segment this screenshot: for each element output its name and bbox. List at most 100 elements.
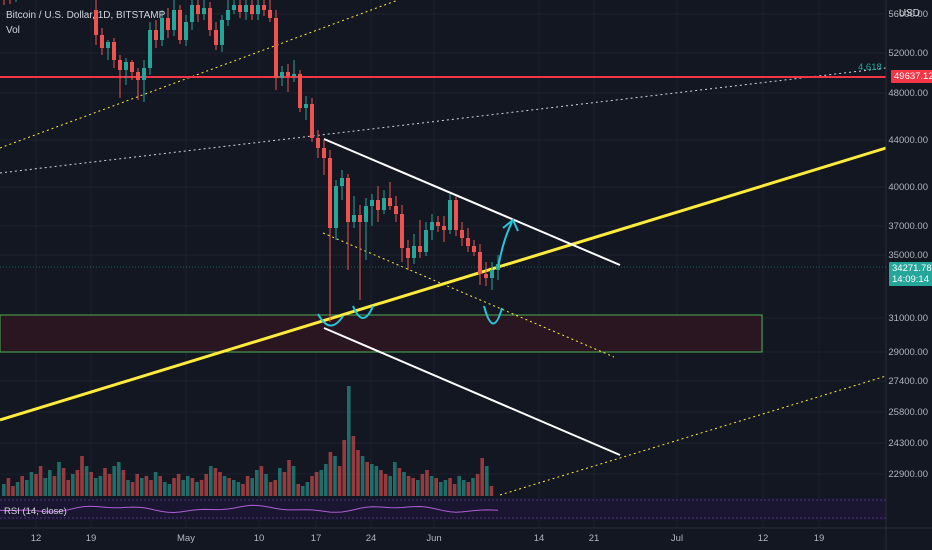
- annotation-arrow[interactable]: [497, 221, 513, 269]
- dotted-trendline-upper[interactable]: [0, 0, 399, 149]
- volume-bar: [406, 476, 411, 496]
- volume-bar: [186, 476, 190, 496]
- time-tick-label: Jul: [671, 533, 683, 544]
- volume-bar: [172, 478, 176, 496]
- volume-bar: [38, 466, 43, 496]
- volume-bar: [278, 468, 282, 496]
- volume-bar: [222, 476, 227, 496]
- price-tick-label: 52000.00: [888, 48, 928, 59]
- volume-bar: [204, 474, 208, 496]
- volume-bar: [397, 468, 402, 496]
- volume-bar: [337, 466, 342, 496]
- volume-bar: [190, 478, 195, 496]
- annotation-cup-2[interactable]: [352, 305, 374, 319]
- volume-bar: [425, 470, 429, 496]
- volume-bar: [163, 482, 167, 496]
- candle-body: [148, 30, 152, 68]
- candle-body: [400, 214, 404, 248]
- volume-bar: [411, 478, 415, 496]
- currency-label[interactable]: USD: [898, 8, 920, 19]
- volume-bar: [176, 474, 181, 496]
- annotation-cup-3[interactable]: [483, 305, 503, 325]
- candle-body: [190, 5, 194, 22]
- volume-bar: [245, 476, 250, 496]
- price-tick-label: 37000.00: [888, 221, 928, 232]
- volume-bar: [71, 474, 75, 496]
- volume-bar: [209, 466, 213, 496]
- rsi-label: RSI (14, close): [4, 506, 67, 517]
- volume-bar: [439, 482, 443, 496]
- candle-body: [286, 72, 290, 76]
- volume-bar: [489, 486, 494, 496]
- candle-body: [268, 10, 272, 18]
- volume-bar: [6, 478, 11, 496]
- time-axis[interactable]: 12 19 May 10 17 24 Jun 14 21 Jul 12 19: [31, 533, 825, 544]
- annotations[interactable]: [317, 218, 519, 327]
- volume-bar: [420, 474, 425, 496]
- candle-body: [406, 248, 410, 258]
- price-tick-label: 40000.00: [888, 182, 928, 193]
- volume-bar: [402, 472, 406, 496]
- volume-bar: [305, 482, 310, 496]
- volume-bar: [268, 482, 273, 496]
- candle-body: [214, 30, 218, 45]
- candle-body: [196, 5, 200, 14]
- volume-bar: [66, 480, 70, 496]
- channel-lower-line[interactable]: [323, 327, 621, 456]
- volume-bar: [158, 476, 162, 496]
- hline-price-tag: 49637.12: [891, 70, 932, 83]
- symbol-title: Bitcoin / U.S. Dollar, 1D, BITSTAMP: [6, 10, 166, 21]
- volume-bar: [80, 456, 84, 496]
- yellow-trendline[interactable]: [0, 146, 887, 422]
- volume-bar: [255, 470, 259, 496]
- volume-bar: [471, 478, 475, 496]
- time-tick-label: 17: [311, 533, 322, 544]
- candle-body: [424, 230, 428, 252]
- price-axis[interactable]: 56000.00 52000.00 48000.00 44000.00 40000.00…: [888, 9, 928, 480]
- drawings[interactable]: [0, 0, 887, 496]
- volume-bar: [84, 466, 89, 496]
- volume-label: Vol: [6, 25, 20, 36]
- volume-bar: [11, 486, 15, 496]
- candle-body: [256, 5, 260, 14]
- time-tick-label: 12: [758, 533, 769, 544]
- dotted-trendline-lower[interactable]: [499, 375, 887, 496]
- channel-upper-line[interactable]: [323, 138, 621, 266]
- annotation-cup-1[interactable]: [317, 313, 344, 327]
- candle-body: [142, 68, 146, 80]
- time-tick-label: 12: [31, 533, 42, 544]
- volume-bar: [466, 482, 471, 496]
- volume-bar: [43, 478, 47, 496]
- candle-body: [376, 200, 380, 210]
- volume-bar: [388, 476, 392, 496]
- candle-body: [340, 178, 344, 186]
- dotted-white-line[interactable]: [0, 67, 887, 174]
- volume-bar: [236, 482, 241, 496]
- price-tick-label: 35000.00: [888, 250, 928, 261]
- support-zone[interactable]: [0, 314, 763, 353]
- volume-bar: [291, 466, 296, 496]
- volume-bar: [457, 476, 461, 496]
- volume-bar: [153, 472, 158, 496]
- volume-bar: [314, 472, 319, 496]
- volume-bar: [213, 468, 218, 496]
- volume-bar: [25, 480, 29, 496]
- candle-body: [394, 206, 398, 214]
- annotation-arrowhead-icon[interactable]: [502, 218, 519, 232]
- volume-bar: [416, 480, 420, 496]
- candle-body: [484, 274, 488, 278]
- volume-bar: [107, 474, 112, 496]
- candle-body: [130, 62, 134, 72]
- candle-body: [358, 215, 362, 222]
- candle-body: [262, 5, 266, 10]
- candle-body: [430, 222, 434, 230]
- volume-bar: [218, 472, 222, 496]
- rsi-panel[interactable]: [0, 498, 886, 520]
- volume-bar: [135, 474, 139, 496]
- time-tick-label: 19: [814, 533, 825, 544]
- candle-body: [442, 226, 446, 230]
- volume-bar: [15, 482, 20, 496]
- volume-bar: [282, 472, 287, 496]
